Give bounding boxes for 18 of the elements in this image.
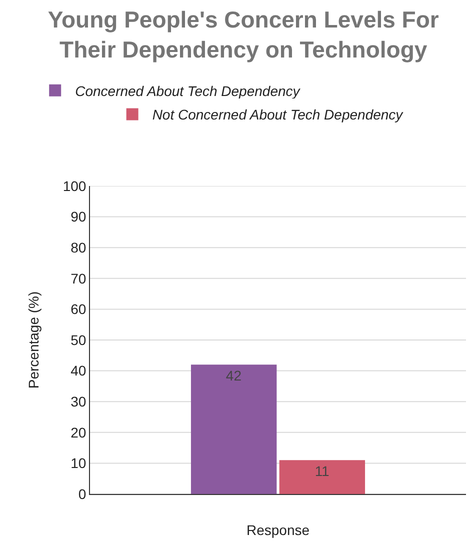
y-tick-label: 80 <box>70 240 86 256</box>
y-tick-label: 30 <box>70 394 86 410</box>
y-tick-label: 10 <box>70 455 86 472</box>
legend-label: Not Concerned About Tech Dependency <box>152 106 404 123</box>
y-tick-label: 100 <box>62 178 86 194</box>
y-tick-label: 0 <box>78 486 86 502</box>
y-tick-label: 90 <box>70 208 86 225</box>
y-tick-label: 40 <box>70 362 86 379</box>
legend-label: Concerned About Tech Dependency <box>75 82 301 99</box>
y-tick-label: 70 <box>70 270 86 286</box>
data-label: 11 <box>314 463 330 480</box>
y-tick-label: 20 <box>70 424 86 440</box>
y-tick-label: 60 <box>70 301 86 318</box>
chart-title: Young People's Concern Levels For Their Dependency on Technology <box>48 6 439 63</box>
data-label: 42 <box>226 368 242 384</box>
x-axis-title: Response <box>246 522 310 538</box>
y-axis-title: Percentage (%) <box>25 291 42 389</box>
y-tick-label: 50 <box>70 332 86 348</box>
